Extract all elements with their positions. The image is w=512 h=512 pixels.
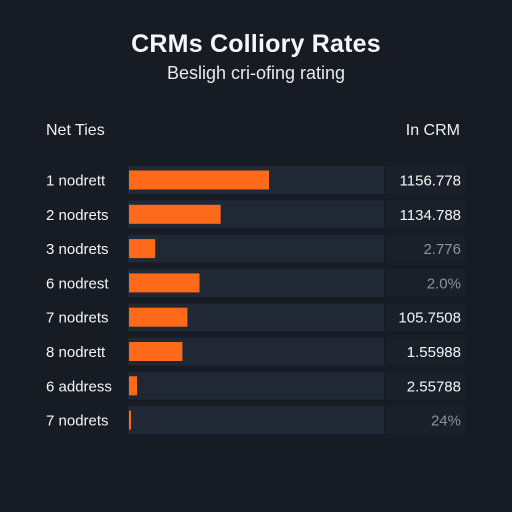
value-label: 24% [431, 413, 461, 430]
category-label: 8 nodrett [46, 344, 106, 361]
bar-track [128, 234, 384, 263]
value-label: 1134.788 [400, 207, 461, 224]
bar [129, 410, 132, 430]
bar-track [128, 406, 384, 435]
value-label: 2.0% [427, 275, 461, 292]
value-column-header: In CRM [405, 122, 460, 139]
bar [129, 204, 221, 224]
value-label: 105.7508 [398, 310, 461, 327]
chart-subtitle: Besligh cri-ofing rating [166, 63, 346, 83]
category-label: 1 nodrett [46, 173, 106, 190]
category-label: 2 nodrets [46, 207, 109, 224]
bar [129, 342, 183, 361]
category-label: 7 nodrets [46, 413, 109, 430]
value-label: 2.776 [423, 241, 461, 258]
value-label: 2.55788 [407, 378, 461, 395]
category-label: 6 address [46, 378, 112, 395]
bar [129, 170, 269, 190]
category-label: 6 nodrest [46, 275, 109, 292]
bar-track [128, 371, 384, 400]
value-label: 1156.778 [400, 173, 461, 190]
category-label: 7 nodrets [46, 310, 109, 327]
value-panel [386, 337, 465, 366]
category-column-header: Net Ties [46, 122, 105, 139]
value-panel [386, 234, 465, 263]
bar [129, 239, 156, 259]
bar [129, 273, 200, 293]
value-panel [386, 371, 465, 400]
value-panel [386, 200, 465, 229]
value-panel [386, 166, 465, 194]
value-label: 1.55988 [407, 344, 461, 361]
chart-title: CRMs Colliory Rates [131, 30, 381, 58]
value-panel [386, 268, 465, 297]
category-label: 3 nodrets [46, 241, 109, 258]
value-panel [386, 303, 465, 332]
value-panel [386, 406, 465, 435]
bar [129, 376, 138, 396]
bar [129, 307, 188, 327]
